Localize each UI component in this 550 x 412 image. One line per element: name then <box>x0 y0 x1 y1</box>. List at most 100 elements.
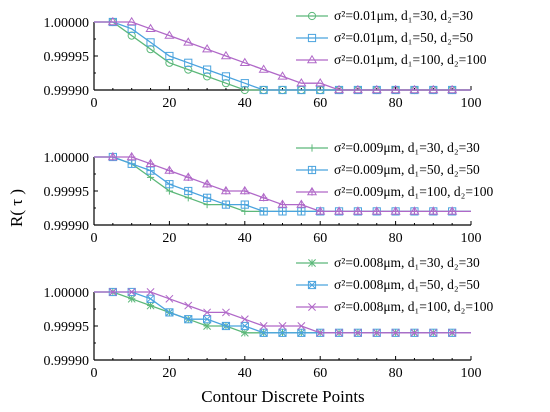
data-point <box>126 16 137 26</box>
data-point <box>220 50 232 60</box>
x-tick-label: 0 <box>91 366 98 381</box>
data-point <box>315 206 326 215</box>
data-point <box>165 187 173 195</box>
legend-marker <box>306 186 318 196</box>
data-point <box>202 179 213 188</box>
legend-label: σ²=0.01μm, d₁=100, d₂=100 <box>334 52 487 67</box>
x-tick-label: 80 <box>389 96 403 111</box>
data-point <box>315 78 326 87</box>
data-point <box>107 151 118 161</box>
data-point <box>221 308 230 317</box>
x-tick-label: 20 <box>162 96 176 111</box>
x-axis-label: Contour Discrete Points <box>201 387 364 406</box>
data-point <box>240 321 249 331</box>
x-tick-label: 60 <box>313 96 327 111</box>
data-point <box>108 288 117 296</box>
data-point <box>391 328 400 337</box>
legend-marker <box>307 11 317 21</box>
data-point <box>316 328 325 337</box>
x-tick-label: 0 <box>91 231 98 246</box>
legend-marker <box>307 165 317 175</box>
data-point <box>127 294 136 303</box>
data-point <box>239 185 250 195</box>
legend: σ²=0.008μm, d₁=30, d₂=30 σ²=0.008μm, d₁=5… <box>296 255 493 314</box>
legend-marker <box>306 54 318 64</box>
chart-panel-3: 0 20 40 60 80 100 0.99990 0.99995 1.00000 σ²=0.00… <box>44 255 494 381</box>
x-tick-label: 40 <box>238 231 252 246</box>
data-point <box>203 315 212 324</box>
x-tick-label: 80 <box>389 231 403 246</box>
data-point <box>428 206 439 215</box>
series-3 <box>94 151 471 215</box>
x-tick-label: 100 <box>461 96 482 111</box>
data-point <box>372 328 381 337</box>
chart-panel-2: 0 20 40 60 80 100 0.99990 0.99995 1.00000 σ²=0.00… <box>44 140 494 246</box>
data-point <box>296 78 307 87</box>
data-point <box>297 207 306 216</box>
data-point <box>277 71 288 80</box>
data-point <box>240 328 249 337</box>
data-point <box>184 301 193 310</box>
data-point <box>165 294 174 303</box>
data-point <box>183 172 194 181</box>
legend-label: σ²=0.009μm, d₁=50, d₂=50 <box>334 162 480 177</box>
x-tick-label: 20 <box>162 231 176 246</box>
data-point <box>371 84 382 94</box>
y-tick-label: 0.99995 <box>44 185 90 200</box>
x-tick-label: 40 <box>238 366 252 381</box>
data-point <box>221 200 231 209</box>
chart-panel-1: 0 20 40 60 80 100 0.99990 0.99995 1.00000 σ²=0.01… <box>44 8 487 111</box>
legend: σ²=0.01μm, d₁=30, d₂=30 σ²=0.01μm, d₁=50,… <box>296 8 487 67</box>
data-point <box>184 58 193 67</box>
data-point <box>258 64 269 73</box>
y-tick-label: 1.00000 <box>44 16 90 31</box>
data-point <box>184 194 192 202</box>
data-point <box>259 328 268 337</box>
y-tick-label: 0.99995 <box>44 320 90 335</box>
data-point <box>447 206 458 215</box>
data-point <box>240 200 249 209</box>
x-tick-label: 100 <box>461 366 482 381</box>
legend-marker <box>308 144 316 152</box>
data-point <box>146 294 155 303</box>
data-point <box>107 16 118 26</box>
data-point <box>146 173 155 181</box>
legend: σ²=0.009μm, d₁=30, d₂=30 σ²=0.009μm, d₁=5… <box>296 140 493 199</box>
legend-label: σ²=0.009μm, d₁=30, d₂=30 <box>334 140 480 155</box>
y-tick-label: 0.99990 <box>44 84 90 99</box>
x-tick-label: 80 <box>389 366 403 381</box>
data-point <box>164 165 175 175</box>
data-point <box>165 308 174 317</box>
data-point <box>258 192 269 202</box>
data-point <box>165 180 174 189</box>
data-point <box>278 328 287 337</box>
legend-label: σ²=0.008μm, d₁=100, d₂=100 <box>334 299 493 314</box>
data-point <box>278 207 287 216</box>
data-point <box>184 315 193 324</box>
data-point <box>220 185 232 195</box>
y-tick-label: 0.99990 <box>44 219 90 234</box>
data-point <box>203 308 212 317</box>
y-tick-label: 1.00000 <box>44 151 90 166</box>
data-point <box>353 328 362 337</box>
data-point <box>296 199 307 209</box>
legend-marker <box>307 280 317 290</box>
data-point <box>146 288 155 296</box>
data-point <box>202 44 213 53</box>
data-point <box>335 328 344 337</box>
data-point <box>259 85 268 95</box>
data-point <box>241 207 249 215</box>
legend-marker <box>308 259 316 267</box>
data-point <box>390 84 401 94</box>
data-point <box>429 328 438 337</box>
data-point <box>145 23 156 32</box>
data-point <box>165 51 174 61</box>
data-point <box>203 65 212 74</box>
data-point <box>277 199 288 209</box>
x-tick-label: 20 <box>162 366 176 381</box>
data-point <box>203 193 212 202</box>
data-point <box>428 84 439 94</box>
data-point <box>259 207 268 216</box>
data-point <box>146 301 155 310</box>
data-point <box>297 328 306 337</box>
